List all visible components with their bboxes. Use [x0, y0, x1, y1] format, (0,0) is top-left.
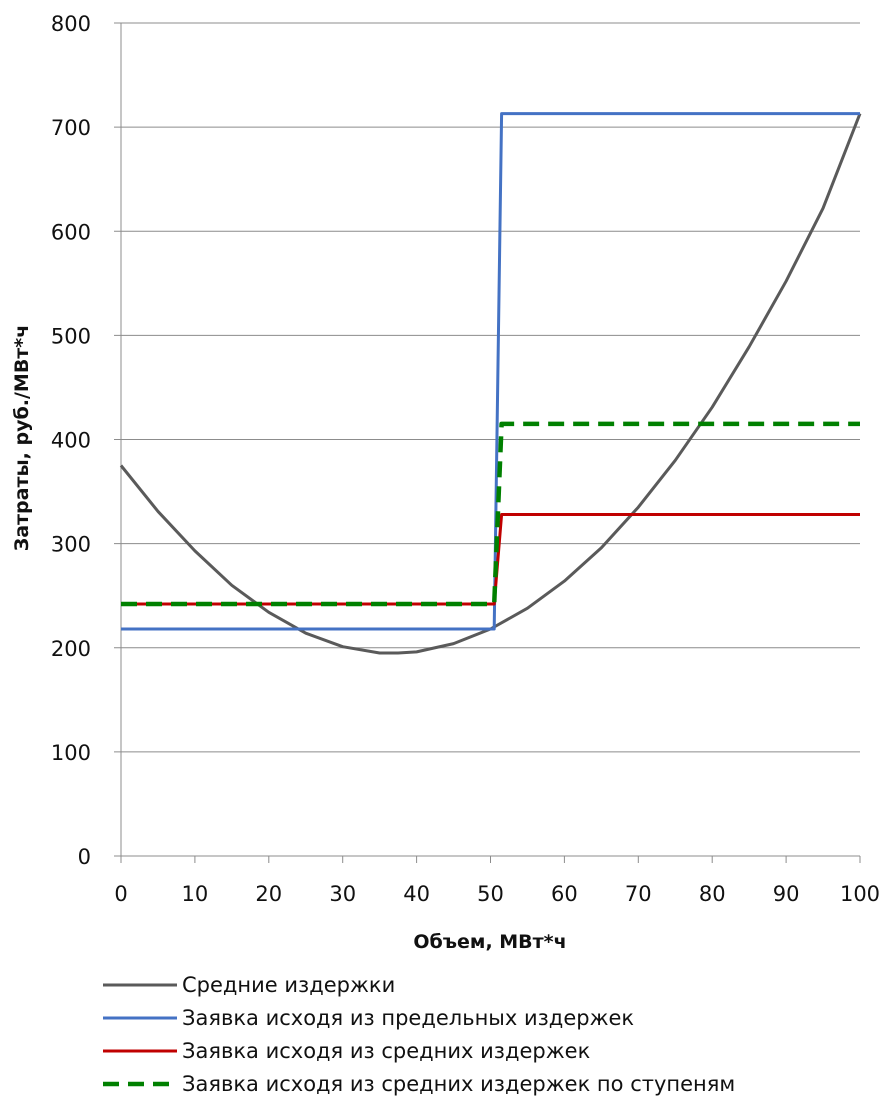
y-tick-label: 300: [51, 533, 91, 557]
series-line-1: [119, 113, 862, 655]
legend-label-4: Заявка исходя из средних издержек по сту…: [182, 1072, 735, 1096]
y-tick-label: 600: [51, 220, 91, 244]
y-tick-label: 0: [78, 845, 91, 869]
legend-label-2: Заявка исходя из предельных издержек: [182, 1006, 634, 1030]
series-line-4: [121, 421, 860, 607]
y-tick-label: 800: [51, 12, 91, 36]
x-tick-label: 30: [329, 882, 356, 906]
y-tick-label: 200: [51, 637, 91, 661]
x-tick-label: 70: [625, 882, 652, 906]
tick-labels: 0 100 200 300 400 500 600 700 800 0 10 20 30 40 50 60 70…: [51, 12, 880, 906]
y-tick-label: 400: [51, 429, 91, 453]
series-line-2: [121, 112, 860, 631]
x-tick-label: 60: [551, 882, 578, 906]
y-tick-label: 500: [51, 324, 91, 348]
x-tick-label: 80: [699, 882, 726, 906]
series-lines: [119, 112, 862, 655]
x-tick-label: 100: [840, 882, 880, 906]
y-tick-label: 100: [51, 741, 91, 765]
y-axis-title: Затраты, руб./МВт*ч: [11, 325, 33, 552]
legend-label-1: Средние издержки: [182, 973, 395, 997]
x-tick-label: 50: [477, 882, 504, 906]
axes: [114, 22, 861, 863]
x-tick-label: 90: [773, 882, 800, 906]
legend: Средние издержки Заявка исходя из предель…: [103, 973, 735, 1096]
series-line-3: [121, 513, 860, 606]
x-tick-label: 40: [403, 882, 430, 906]
y-tick-label: 700: [51, 116, 91, 140]
grid: [121, 22, 860, 753]
x-tick-label: 10: [182, 882, 209, 906]
x-tick-label: 0: [114, 882, 127, 906]
legend-label-3: Заявка исходя из средних издержек: [182, 1039, 590, 1063]
x-axis-title: Объем, МВт*ч: [413, 931, 566, 953]
x-tick-label: 20: [255, 882, 282, 906]
